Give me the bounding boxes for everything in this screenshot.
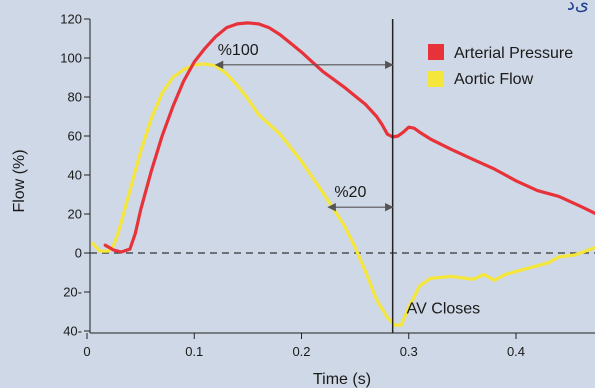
y-tick-label: 20 (68, 207, 82, 222)
x-tick-label: 0 (83, 344, 90, 359)
series-line-aortic-flow (90, 62, 595, 327)
y-tick-label: 0 (75, 246, 82, 261)
series-group (90, 21, 595, 327)
x-tick-label: 0.3 (400, 344, 418, 359)
y-tick-label: 120 (60, 12, 82, 27)
watermark-logo: ﯼﺩ (566, 0, 589, 15)
arrow-20-label: %20 (334, 184, 366, 201)
y-tick-label: 60 (68, 129, 82, 144)
y-ticks: 120 100 80 60 40 20 0 20- 40- (60, 12, 90, 339)
x-tick-label: 0.2 (292, 344, 310, 359)
legend-label-aortic-flow: Aortic Flow (454, 71, 534, 88)
y-tick-label: 40 (68, 168, 82, 183)
legend-swatch-arterial-pressure (428, 44, 444, 60)
arrow-100-label: %100 (218, 42, 259, 59)
y-tick-label: 80 (68, 90, 82, 105)
y-tick-label: 20- (63, 285, 82, 300)
x-tick-label: 0.4 (507, 344, 525, 359)
x-tick-label: 0.1 (185, 344, 203, 359)
y-axis-title: Flow (%) (11, 149, 28, 212)
x-axis-title: Time (s) (313, 371, 371, 388)
x-ticks: 0 0.1 0.2 0.3 0.4 (83, 333, 525, 359)
legend: Arterial Pressure Aortic Flow (428, 44, 573, 88)
legend-label-arterial-pressure: Arterial Pressure (454, 45, 573, 62)
y-tick-label: 100 (60, 51, 82, 66)
series-line-arterial-pressure (103, 21, 595, 254)
av-closes-label: AV Closes (407, 300, 481, 317)
y-tick-label: 40- (63, 324, 82, 339)
legend-swatch-aortic-flow (428, 71, 444, 87)
